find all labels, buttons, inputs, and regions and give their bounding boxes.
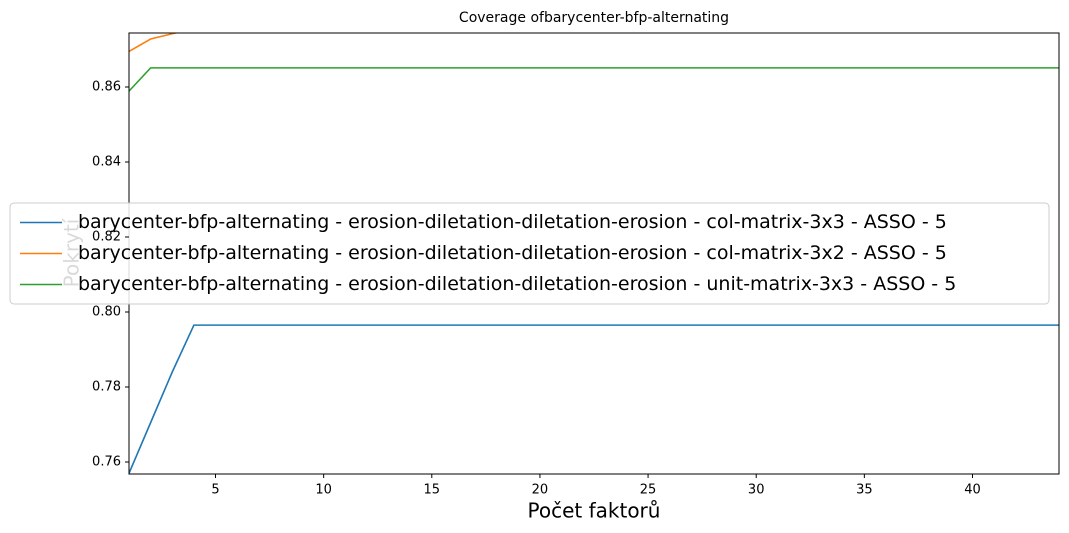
- x-tick-label: 10: [315, 483, 332, 498]
- y-tick-label: 0.86: [92, 80, 121, 95]
- x-tick-label: 25: [640, 483, 657, 498]
- x-tick-label: 15: [424, 483, 441, 498]
- legend-box: [9, 202, 1050, 305]
- chart-title: Coverage ofbarycenter-bfp-alternating: [459, 10, 729, 26]
- series-line: [129, 324, 1059, 474]
- series-line: [129, 33, 180, 53]
- y-tick-label: 0.76: [92, 455, 121, 470]
- x-tick-label: 20: [532, 483, 549, 498]
- legend-label: barycenter-bfp-alternating - erosion-dil…: [78, 242, 947, 264]
- x-tick-label: 35: [856, 483, 873, 498]
- y-tick-label: 0.82: [92, 230, 121, 245]
- y-tick-label: 0.84: [92, 155, 121, 170]
- x-tick-label: 5: [211, 483, 219, 498]
- x-tick-label: 30: [748, 483, 765, 498]
- x-tick-label: 40: [964, 483, 981, 498]
- legend-label: barycenter-bfp-alternating - erosion-dil…: [78, 273, 956, 295]
- y-tick-label: 0.80: [92, 305, 121, 320]
- series-line: [129, 67, 1059, 92]
- x-axis-label: Počet faktorů: [528, 499, 661, 523]
- legend: barycenter-bfp-alternating - erosion-dil…: [9, 202, 1050, 305]
- legend-label: barycenter-bfp-alternating - erosion-dil…: [78, 211, 947, 233]
- y-tick-label: 0.78: [92, 380, 121, 395]
- plot-area: [129, 33, 1059, 474]
